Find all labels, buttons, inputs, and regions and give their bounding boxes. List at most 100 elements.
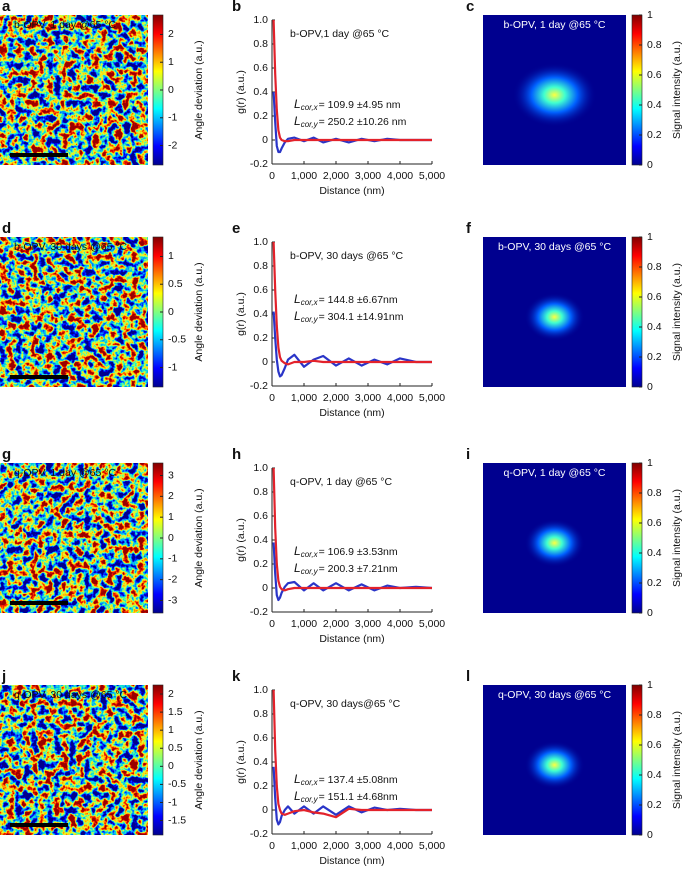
series-line bbox=[272, 542, 433, 602]
annotation: Lcor,y= 304.1 ±14.91nm bbox=[294, 309, 404, 324]
x-tick-label: 4,000 bbox=[387, 392, 413, 404]
map-title: q-OPV, 1 day @65 °C bbox=[14, 467, 116, 479]
y-tick-label: 0 bbox=[262, 134, 268, 146]
colorbar-tick-label: 0 bbox=[168, 306, 174, 318]
panel-label: c bbox=[466, 0, 474, 15]
annotation-symbol: L bbox=[294, 544, 301, 558]
colorbar-tick-label: 0 bbox=[647, 829, 653, 841]
colorbar-tick-label: 1 bbox=[647, 679, 653, 691]
x-tick-label: 0 bbox=[269, 392, 275, 404]
annotation-symbol: L bbox=[294, 292, 301, 306]
y-tick-label: 1.0 bbox=[253, 236, 268, 248]
colorbar-label: Angle deviation (a.u.) bbox=[193, 262, 205, 361]
annotation-symbol: L bbox=[294, 309, 301, 323]
x-tick-label: 4,000 bbox=[387, 618, 413, 630]
map-title: b-OPV, 30 days @65 °C bbox=[14, 241, 128, 253]
colorbar-tick-label: 2 bbox=[168, 28, 174, 40]
y-tick-label: 0.4 bbox=[253, 86, 268, 98]
x-tick-label: 3,000 bbox=[355, 170, 381, 182]
colorbar-tick-label: 0 bbox=[168, 84, 174, 96]
plot-title: q-OPV, 1 day @65 °C bbox=[290, 476, 392, 488]
annotation-text: = 200.3 ±7.21nm bbox=[319, 563, 398, 575]
x-tick-label: 3,000 bbox=[355, 840, 381, 852]
annotation-text: = 304.1 ±14.91nm bbox=[319, 311, 404, 323]
colorbar-tick-label: 1.5 bbox=[168, 706, 183, 718]
map-title: q-OPV, 1 day @65 °C bbox=[503, 467, 605, 479]
fft-center bbox=[524, 293, 585, 341]
colorbar-tick-label: 1 bbox=[168, 250, 174, 262]
x-tick-label: 2,000 bbox=[323, 840, 349, 852]
x-tick-label: 1,000 bbox=[291, 618, 317, 630]
y-axis-label: g(r) (a.u.) bbox=[235, 292, 247, 336]
fft-center bbox=[512, 63, 597, 127]
annotation: Lcor,x= 109.9 ±4.95 nm bbox=[294, 97, 401, 112]
colorbar-label: Signal intensity (a.u.) bbox=[671, 263, 683, 361]
colorbar-tick-label: 0.6 bbox=[647, 517, 662, 529]
colorbar-tick-label: 1 bbox=[647, 231, 653, 243]
y-tick-label: 0.6 bbox=[253, 62, 268, 74]
annotation-symbol: L bbox=[294, 114, 301, 128]
y-tick-label: 0 bbox=[262, 804, 268, 816]
panel-label: a bbox=[2, 0, 11, 15]
panel-label: e bbox=[232, 220, 240, 237]
x-tick-label: 0 bbox=[269, 170, 275, 182]
colorbar-tick-label: 2 bbox=[168, 490, 174, 502]
x-axis-label: Distance (nm) bbox=[319, 407, 384, 419]
colorbar-tick-label: 0.8 bbox=[647, 261, 662, 273]
x-tick-label: 3,000 bbox=[355, 618, 381, 630]
x-tick-label: 4,000 bbox=[387, 840, 413, 852]
y-tick-label: 0.4 bbox=[253, 308, 268, 320]
panel-label: h bbox=[232, 446, 241, 463]
panel-label: d bbox=[2, 220, 11, 237]
colorbar-tick-label: 3 bbox=[168, 469, 174, 481]
panel-label: k bbox=[232, 668, 241, 685]
colorbar-tick-label: 0 bbox=[168, 532, 174, 544]
colorbar-tick-label: 1 bbox=[168, 724, 174, 736]
colorbar-tick-label: 2 bbox=[168, 688, 174, 700]
map-title: b-OPV, 1 day @65 °C bbox=[14, 19, 116, 31]
panel-label: j bbox=[1, 668, 6, 685]
y-tick-label: 0.2 bbox=[253, 558, 268, 570]
y-axis-label: g(r) (a.u.) bbox=[235, 70, 247, 114]
y-tick-label: -0.2 bbox=[250, 158, 268, 170]
plot-title: b-OPV,1 day @65 °C bbox=[290, 28, 390, 40]
fft-center bbox=[524, 519, 585, 567]
annotation-text: = 109.9 ±4.95 nm bbox=[319, 99, 401, 111]
scale-bar bbox=[10, 375, 68, 379]
x-tick-label: 3,000 bbox=[355, 392, 381, 404]
x-tick-label: 2,000 bbox=[323, 618, 349, 630]
colorbar bbox=[631, 236, 643, 388]
panel-label: g bbox=[2, 446, 11, 463]
annotation-text: = 144.8 ±6.67nm bbox=[319, 294, 398, 306]
annotation: Lcor,y= 250.2 ±10.26 nm bbox=[294, 114, 407, 129]
x-tick-label: 2,000 bbox=[323, 170, 349, 182]
colorbar bbox=[631, 14, 643, 166]
y-tick-label: 1.0 bbox=[253, 14, 268, 26]
x-tick-label: 1,000 bbox=[291, 392, 317, 404]
map-title: q-OPV, 30 days @65 °C bbox=[498, 689, 612, 701]
colorbar-tick-label: 1 bbox=[647, 9, 653, 21]
annotation-subscript: cor,x bbox=[301, 298, 319, 307]
colorbar-label: Signal intensity (a.u.) bbox=[671, 489, 683, 587]
colorbar-tick-label: 1 bbox=[647, 457, 653, 469]
colorbar-tick-label: -2 bbox=[168, 139, 177, 151]
panel-label: i bbox=[466, 446, 470, 463]
scale-bar bbox=[10, 823, 68, 827]
colorbar-tick-label: 0 bbox=[647, 381, 653, 393]
colorbar-tick-label: -3 bbox=[168, 594, 177, 606]
x-axis-label: Distance (nm) bbox=[319, 633, 384, 645]
colorbar-tick-label: 1 bbox=[168, 56, 174, 68]
y-tick-label: 0.8 bbox=[253, 38, 268, 50]
series-line bbox=[272, 241, 432, 366]
y-tick-label: 0.6 bbox=[253, 284, 268, 296]
colorbar-tick-label: -1 bbox=[168, 361, 177, 373]
colorbar-tick-label: -0.5 bbox=[168, 334, 186, 346]
colorbar-tick-label: -1 bbox=[168, 796, 177, 808]
colorbar-tick-label: 0.2 bbox=[647, 799, 662, 811]
y-tick-label: -0.2 bbox=[250, 828, 268, 840]
y-tick-label: 1.0 bbox=[253, 462, 268, 474]
y-tick-label: 0.2 bbox=[253, 780, 268, 792]
annotation-symbol: L bbox=[294, 789, 301, 803]
y-tick-label: 0.8 bbox=[253, 708, 268, 720]
colorbar-tick-label: 0.5 bbox=[168, 278, 183, 290]
